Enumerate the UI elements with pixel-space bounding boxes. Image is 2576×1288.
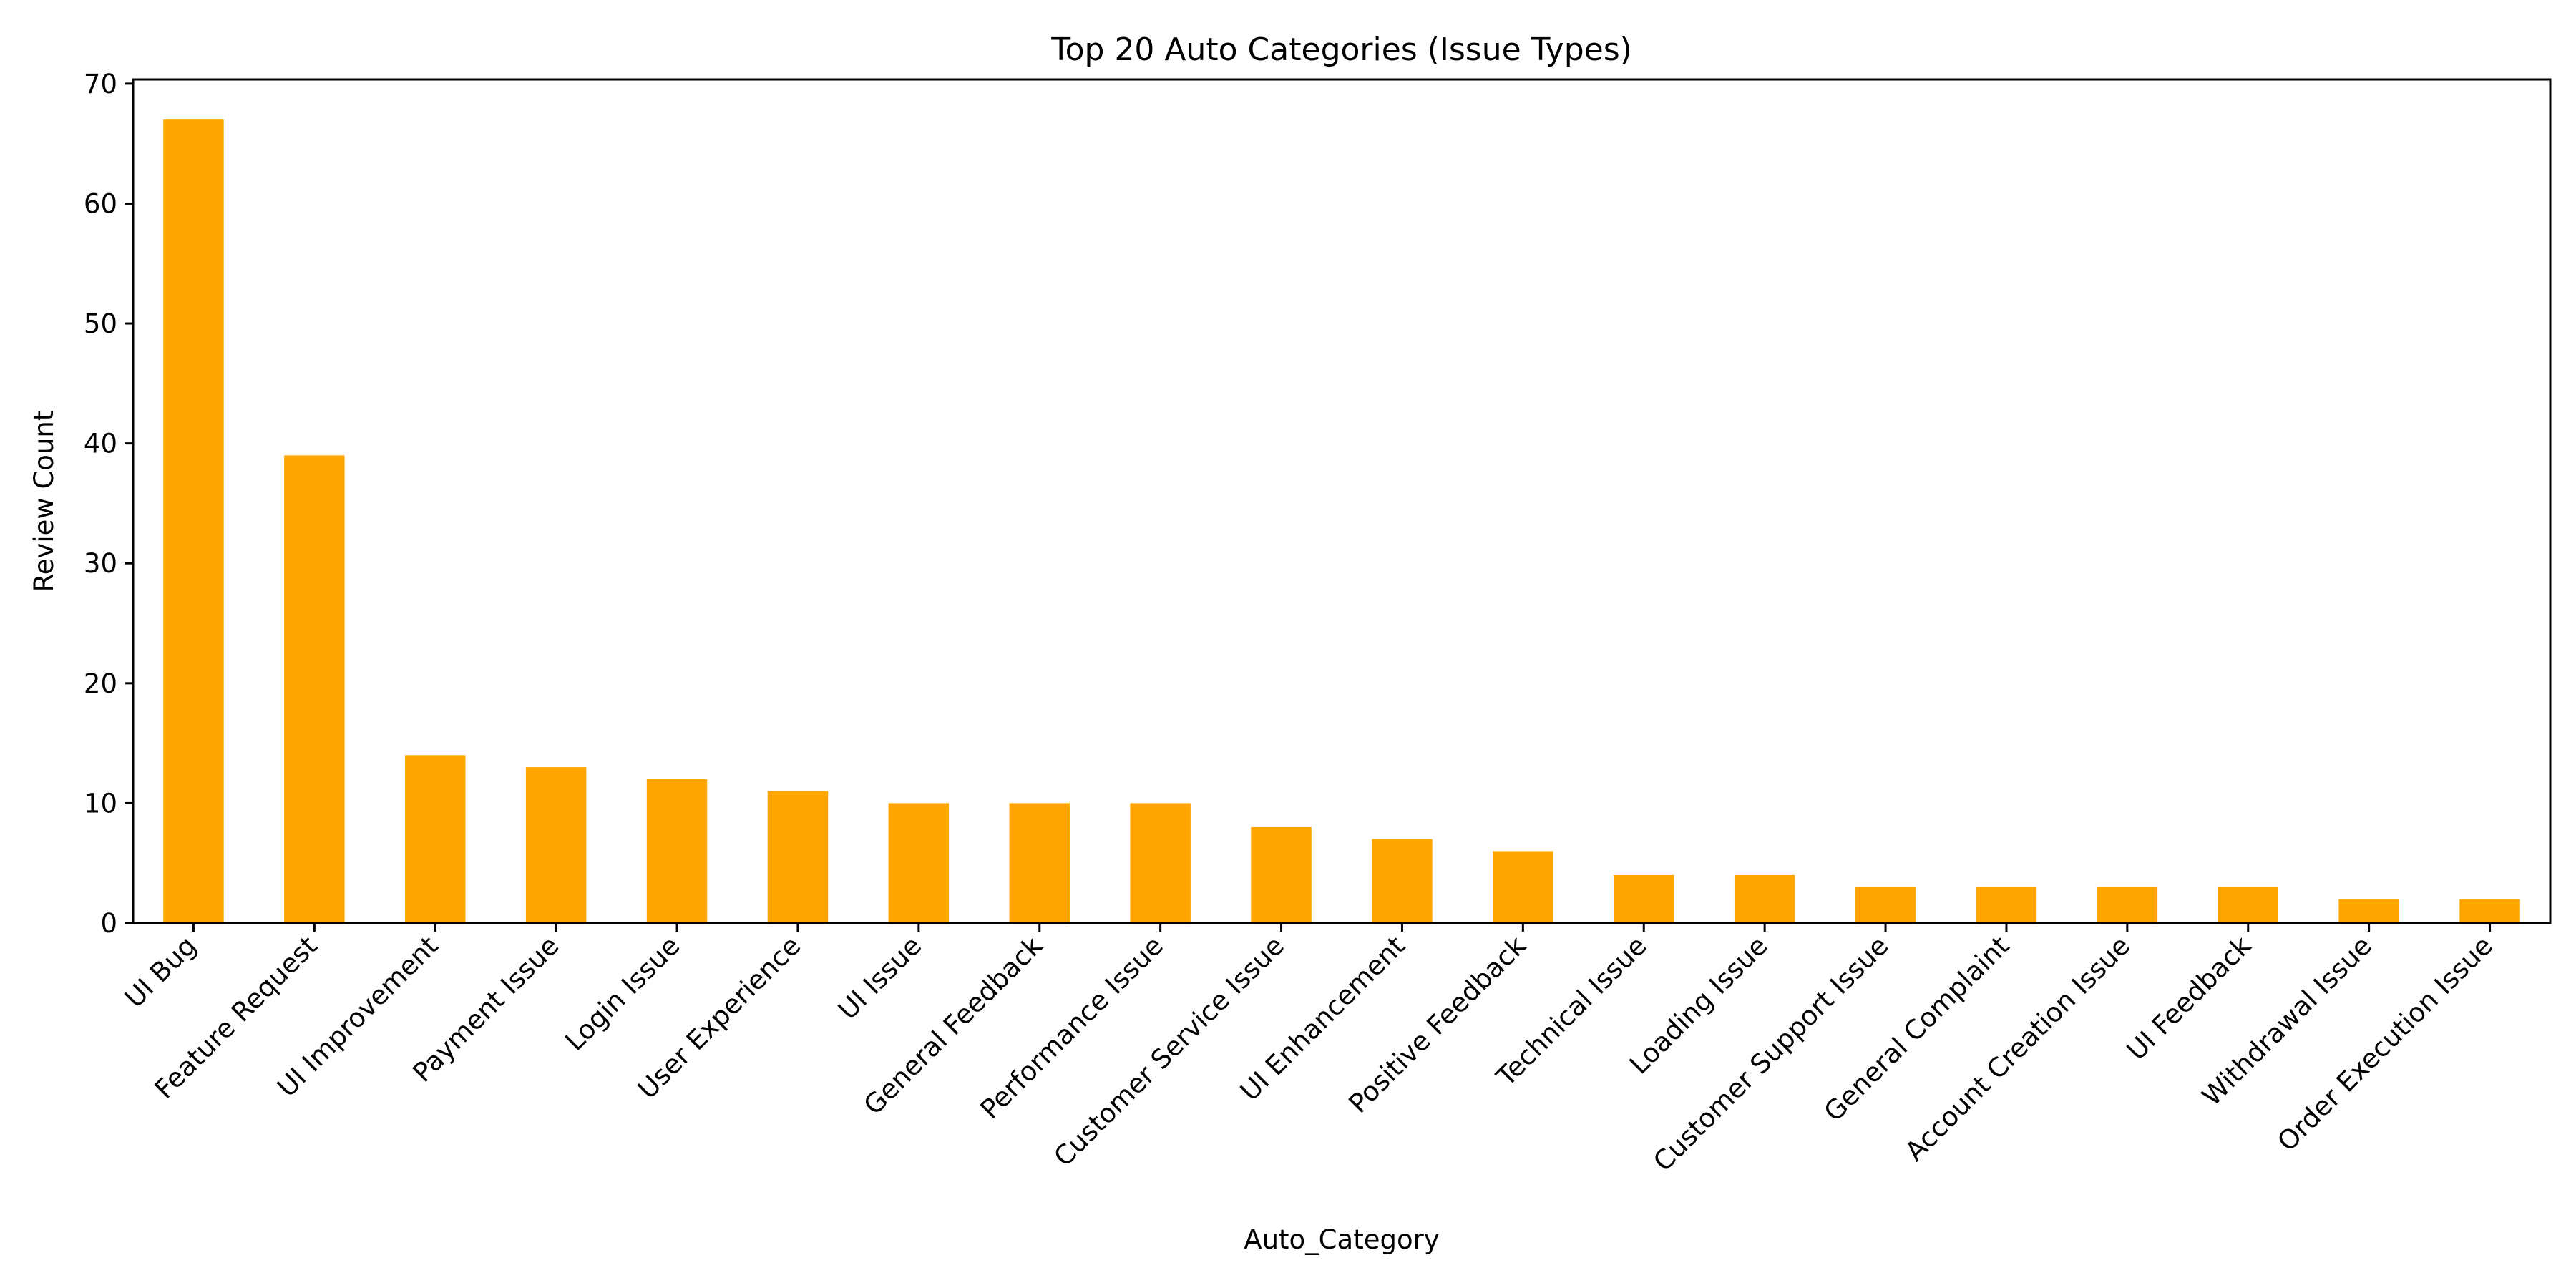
y-tick-label: 60 xyxy=(84,188,117,219)
x-axis-label: Auto_Category xyxy=(1244,1224,1439,1255)
y-tick-label: 30 xyxy=(84,548,117,579)
bar xyxy=(1493,851,1553,923)
y-tick-label: 70 xyxy=(84,69,117,99)
bar xyxy=(1251,826,1312,923)
bar xyxy=(888,803,950,923)
y-tick-label: 0 xyxy=(100,908,117,939)
bar xyxy=(284,455,345,923)
bar xyxy=(2097,887,2158,923)
bar xyxy=(1130,803,1191,923)
y-axis-label: Review Count xyxy=(29,411,59,592)
y-tick-label: 40 xyxy=(84,429,117,459)
y-ticks: 0 10 20 30 40 50 60 70 xyxy=(84,69,133,939)
bar xyxy=(525,767,587,923)
bar xyxy=(2338,899,2399,923)
bar xyxy=(767,791,829,923)
y-tick-label: 20 xyxy=(84,668,117,699)
bar xyxy=(2218,887,2278,923)
bar xyxy=(163,119,224,924)
chart-title: Top 20 Auto Categories (Issue Types) xyxy=(1050,31,1632,68)
y-tick-label: 50 xyxy=(84,308,117,339)
bar xyxy=(2459,899,2520,923)
plot-frame xyxy=(132,78,2552,924)
bar xyxy=(1734,874,1795,923)
bar xyxy=(1372,839,1433,923)
bars-layer xyxy=(163,119,2520,924)
bar xyxy=(1855,887,1916,923)
bar xyxy=(405,755,466,923)
y-tick-label: 10 xyxy=(84,788,117,819)
bar xyxy=(1614,874,1674,923)
bar xyxy=(1976,887,2037,923)
bar xyxy=(646,779,708,923)
bar xyxy=(1009,803,1070,923)
